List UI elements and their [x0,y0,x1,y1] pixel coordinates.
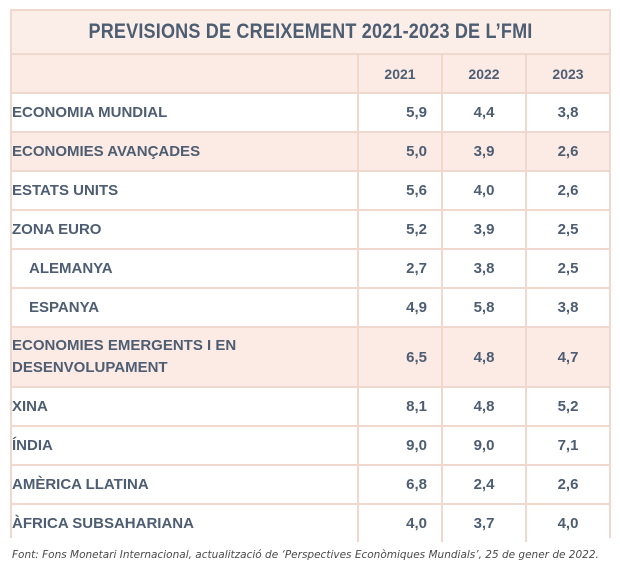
value-2023: 2,6 [527,170,609,209]
header-year-2021: 2021 [359,53,443,92]
header-year-2023: 2023 [527,53,609,92]
value-2023: 4,7 [527,326,609,386]
value-2023: 2,6 [527,464,609,503]
value-2021: 5,6 [359,170,443,209]
value-2023: 2,6 [527,131,609,170]
row-label: ESPANYA [12,287,359,326]
value-2023: 2,5 [527,209,609,248]
row-label: ZONA EURO [12,209,359,248]
value-2023: 7,1 [527,425,609,464]
value-2021: 5,2 [359,209,443,248]
value-2022: 2,4 [443,464,527,503]
row-label: ÍNDIA [12,425,359,464]
row-label: XINA [12,386,359,425]
value-2022: 3,7 [443,503,527,542]
growth-table: 2021 2022 2023 ECONOMIA MUNDIAL 5,9 4,4 … [12,53,609,542]
value-2022: 3,9 [443,131,527,170]
value-2023: 2,5 [527,248,609,287]
row-label: ECONOMIES AVANÇADES [12,131,359,170]
row-label: ECONOMIA MUNDIAL [12,92,359,131]
value-2021: 4,9 [359,287,443,326]
value-2022: 4,4 [443,92,527,131]
value-2023: 5,2 [527,386,609,425]
table-row: ESTATS UNITS 5,6 4,0 2,6 [12,170,609,209]
value-2021: 8,1 [359,386,443,425]
value-2022: 5,8 [443,287,527,326]
value-2022: 3,8 [443,248,527,287]
table-row: ÀFRICA SUBSAHARIANA 4,0 3,7 4,0 [12,503,609,542]
table-row: ÍNDIA 9,0 9,0 7,1 [12,425,609,464]
value-2021: 5,9 [359,92,443,131]
source-note: Font: Fons Monetari Internacional, actua… [12,549,599,561]
row-label: AMÈRICA LLATINA [12,464,359,503]
header-row: 2021 2022 2023 [12,53,609,92]
value-2021: 6,8 [359,464,443,503]
table-row: ECONOMIES EMERGENTS I EN DESENVOLUPAMENT… [12,326,609,386]
value-2021: 9,0 [359,425,443,464]
value-2021: 2,7 [359,248,443,287]
table-title: PREVISIONS DE CREIXEMENT 2021-2023 DE L’… [88,20,533,43]
value-2022: 3,9 [443,209,527,248]
table-row: ZONA EURO 5,2 3,9 2,5 [12,209,609,248]
table-row: ESPANYA 4,9 5,8 3,8 [12,287,609,326]
value-2023: 3,8 [527,287,609,326]
value-2023: 3,8 [527,92,609,131]
table-row: ECONOMIES AVANÇADES 5,0 3,9 2,6 [12,131,609,170]
value-2021: 6,5 [359,326,443,386]
value-2022: 4,8 [443,386,527,425]
header-year-2022: 2022 [443,53,527,92]
row-label: ECONOMIES EMERGENTS I EN DESENVOLUPAMENT [12,326,359,386]
row-label: ÀFRICA SUBSAHARIANA [12,503,359,542]
row-label: ALEMANYA [12,248,359,287]
table-row: XINA 8,1 4,8 5,2 [12,386,609,425]
value-2022: 4,0 [443,170,527,209]
value-2023: 4,0 [527,503,609,542]
row-label: ESTATS UNITS [12,170,359,209]
table-frame: PREVISIONS DE CREIXEMENT 2021-2023 DE L’… [10,9,611,542]
value-2022: 4,8 [443,326,527,386]
table-row: AMÈRICA LLATINA 6,8 2,4 2,6 [12,464,609,503]
value-2022: 9,0 [443,425,527,464]
table-row: ECONOMIA MUNDIAL 5,9 4,4 3,8 [12,92,609,131]
value-2021: 4,0 [359,503,443,542]
table-row: ALEMANYA 2,7 3,8 2,5 [12,248,609,287]
header-label-cell [12,53,359,92]
value-2021: 5,0 [359,131,443,170]
